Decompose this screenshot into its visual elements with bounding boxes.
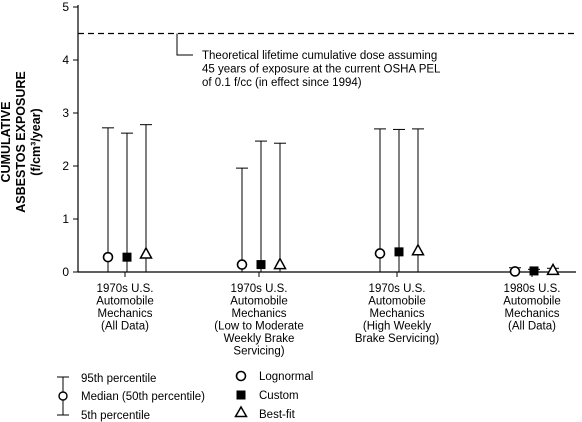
best-fit-cat4-median-point — [546, 262, 560, 276]
errorbar-legend: 95th percentile Median (50th percentile)… — [57, 373, 205, 422]
x-category-1-label-line-3: Mechanics — [98, 308, 153, 320]
legend-p95-label: 95th percentile — [81, 373, 156, 385]
y-tick-label-1: 1 — [62, 212, 69, 226]
x-category-3-label-line-4: (High Weekly — [363, 321, 431, 333]
lognormal-cat3-median-point — [374, 248, 386, 259]
x-category-3-label-line-1: 1970s U.S. — [369, 283, 426, 295]
axes: 0 1 2 3 4 5 — [62, 0, 576, 279]
reference-annotation-line-3: of 0.1 f/cc (in effect since 1994) — [202, 77, 362, 89]
data-marks — [102, 124, 560, 277]
lognormal-cat1-median-point — [102, 251, 114, 263]
lognormal-cat4-median-point — [509, 266, 521, 277]
x-category-4-label-line-4: (All Data) — [508, 321, 556, 333]
x-category-2-label-line-5: Weekly Brake — [224, 333, 295, 345]
y-axis-label-line1: CUMULATIVE — [0, 101, 13, 182]
x-category-3-label-line-5: Brake Servicing) — [355, 333, 440, 345]
x-category-3-label-line-2: Automobile — [368, 296, 426, 308]
custom-cat2-median-point — [256, 260, 266, 270]
reference-annotation-line-2: 45 years of exposure at the current OSHA… — [202, 64, 441, 76]
x-category-2-label-line-6: Servicing) — [233, 346, 284, 358]
y-axis-unit-label: (f/cm³/year) — [29, 108, 43, 175]
best-fit-cat1-median-point — [139, 246, 153, 259]
custom-cat3-median-point — [394, 247, 404, 257]
y-tick-label-5: 5 — [62, 0, 69, 14]
marker-legend: Lognormal Custom Best-fit — [234, 370, 313, 421]
reference-annotation-leader — [176, 33, 193, 56]
lognormal-cat2-median-point — [236, 259, 248, 270]
y-tick-label-3: 3 — [62, 106, 69, 120]
x-category-1-label-line-1: 1970s U.S. — [97, 283, 154, 295]
reference-annotation-line-1: Theoretical lifetime cumulative dose ass… — [202, 50, 437, 62]
x-category-1-label-line-4: (All Data) — [101, 321, 149, 333]
legend-p5-label: 5th percentile — [81, 410, 150, 422]
legend-errorbar-median-circle — [58, 391, 68, 401]
legend-custom-square-icon — [236, 390, 246, 400]
y-tick-label-0: 0 — [62, 265, 69, 279]
x-category-2-label-line-2: Automobile — [230, 296, 288, 308]
best-fit-cat2-median-point — [273, 257, 287, 270]
best-fit-cat3-median-point — [411, 243, 425, 256]
custom-cat4-median-point — [529, 266, 539, 276]
legend-median-label: Median (50th percentile) — [81, 391, 205, 403]
x-category-4-label-line-1: 1980s U.S. — [504, 283, 561, 295]
legend-bestfit-triangle-icon — [234, 405, 248, 418]
y-axis-label-line2: ASBESTOS EXPOSURE — [14, 71, 28, 212]
x-category-4-label-line-3: Mechanics — [505, 308, 560, 320]
reference-line-group: Theoretical lifetime cumulative dose ass… — [78, 32, 576, 89]
custom-cat1-median-point — [122, 252, 132, 262]
legend-lognormal-label: Lognormal — [259, 371, 313, 383]
y-tick-label-2: 2 — [62, 159, 69, 173]
legend-custom-label: Custom — [259, 390, 299, 402]
x-category-2-label-line-3: Mechanics — [232, 308, 287, 320]
legend-bestfit-label: Best-fit — [259, 409, 296, 421]
x-category-2-label-line-4: (Low to Moderate — [214, 321, 304, 333]
legend-lognormal-circle-icon — [235, 370, 247, 382]
x-category-2-label-line-1: 1970s U.S. — [231, 283, 288, 295]
x-category-1-label-line-2: Automobile — [96, 296, 154, 308]
x-category-4-label-line-2: Automobile — [503, 296, 561, 308]
y-tick-label-4: 4 — [62, 53, 69, 67]
x-category-3-label-line-3: Mechanics — [370, 308, 425, 320]
